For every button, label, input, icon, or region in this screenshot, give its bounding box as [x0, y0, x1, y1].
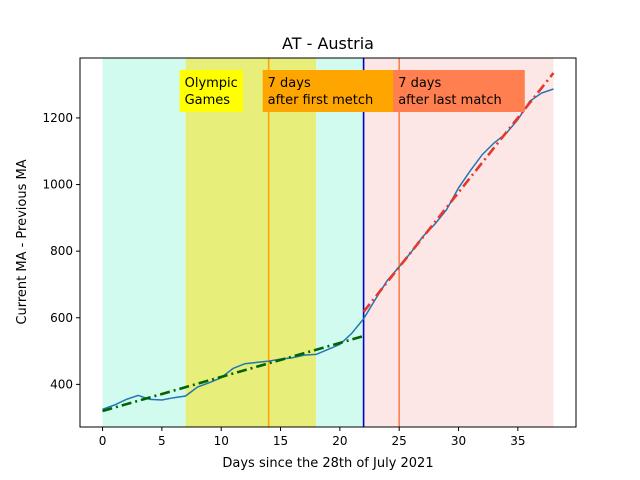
- annotation-text-2-1: 7 days: [268, 76, 311, 91]
- annotation-text-2-2: after first metch: [268, 93, 374, 108]
- y-tick-label: 400: [50, 377, 73, 391]
- x-tick-label: 5: [158, 434, 166, 448]
- background-bands: [102, 58, 554, 427]
- x-tick-label: 25: [392, 434, 407, 448]
- trend-line-3: [362, 72, 555, 313]
- series-line-1: [102, 88, 554, 411]
- y-tick-label: 1000: [42, 178, 73, 192]
- y-tick-label: 600: [50, 311, 73, 325]
- y-tick-label: 800: [50, 244, 73, 258]
- reference-lines: [267, 58, 400, 427]
- annotation-text-3-1: 7 days: [398, 76, 441, 91]
- x-tick-label: 20: [332, 434, 347, 448]
- data-series: [102, 72, 555, 413]
- plot-frame: [79, 57, 577, 428]
- annotation-box-3: [393, 70, 525, 112]
- x-axis-label: Days since the 28th of July 2021: [222, 456, 433, 471]
- band-pre-period: [102, 58, 186, 427]
- x-tick-label: 0: [99, 434, 107, 448]
- chart-title: AT - Austria: [282, 34, 374, 53]
- annotation-text-3-2: after last match: [398, 93, 502, 108]
- y-axis-ticks: 400 600 800 1000 1200: [42, 111, 80, 391]
- annotation-text-1-1: Olympic: [185, 76, 238, 91]
- trend-line-2: [102, 334, 364, 413]
- x-tick-label: 15: [273, 434, 288, 448]
- y-tick-label: 1200: [42, 111, 73, 125]
- annotations: Olympic Games 7 days after first metch 7 day…: [179, 70, 525, 112]
- x-tick-label: 30: [451, 434, 466, 448]
- band-post-period: [363, 58, 554, 427]
- annotation-box-1: [179, 70, 243, 112]
- band-olympic-games: [185, 58, 317, 427]
- x-tick-label: 10: [214, 434, 229, 448]
- x-tick-label: 35: [510, 434, 525, 448]
- y-axis-label: Current MA - Previous MA: [15, 159, 30, 324]
- x-axis-ticks: 0 5 10 15 20 25 30 35: [99, 427, 525, 448]
- annotation-box-2: [262, 70, 402, 112]
- band-between: [316, 58, 364, 427]
- annotation-text-1-2: Games: [185, 93, 231, 108]
